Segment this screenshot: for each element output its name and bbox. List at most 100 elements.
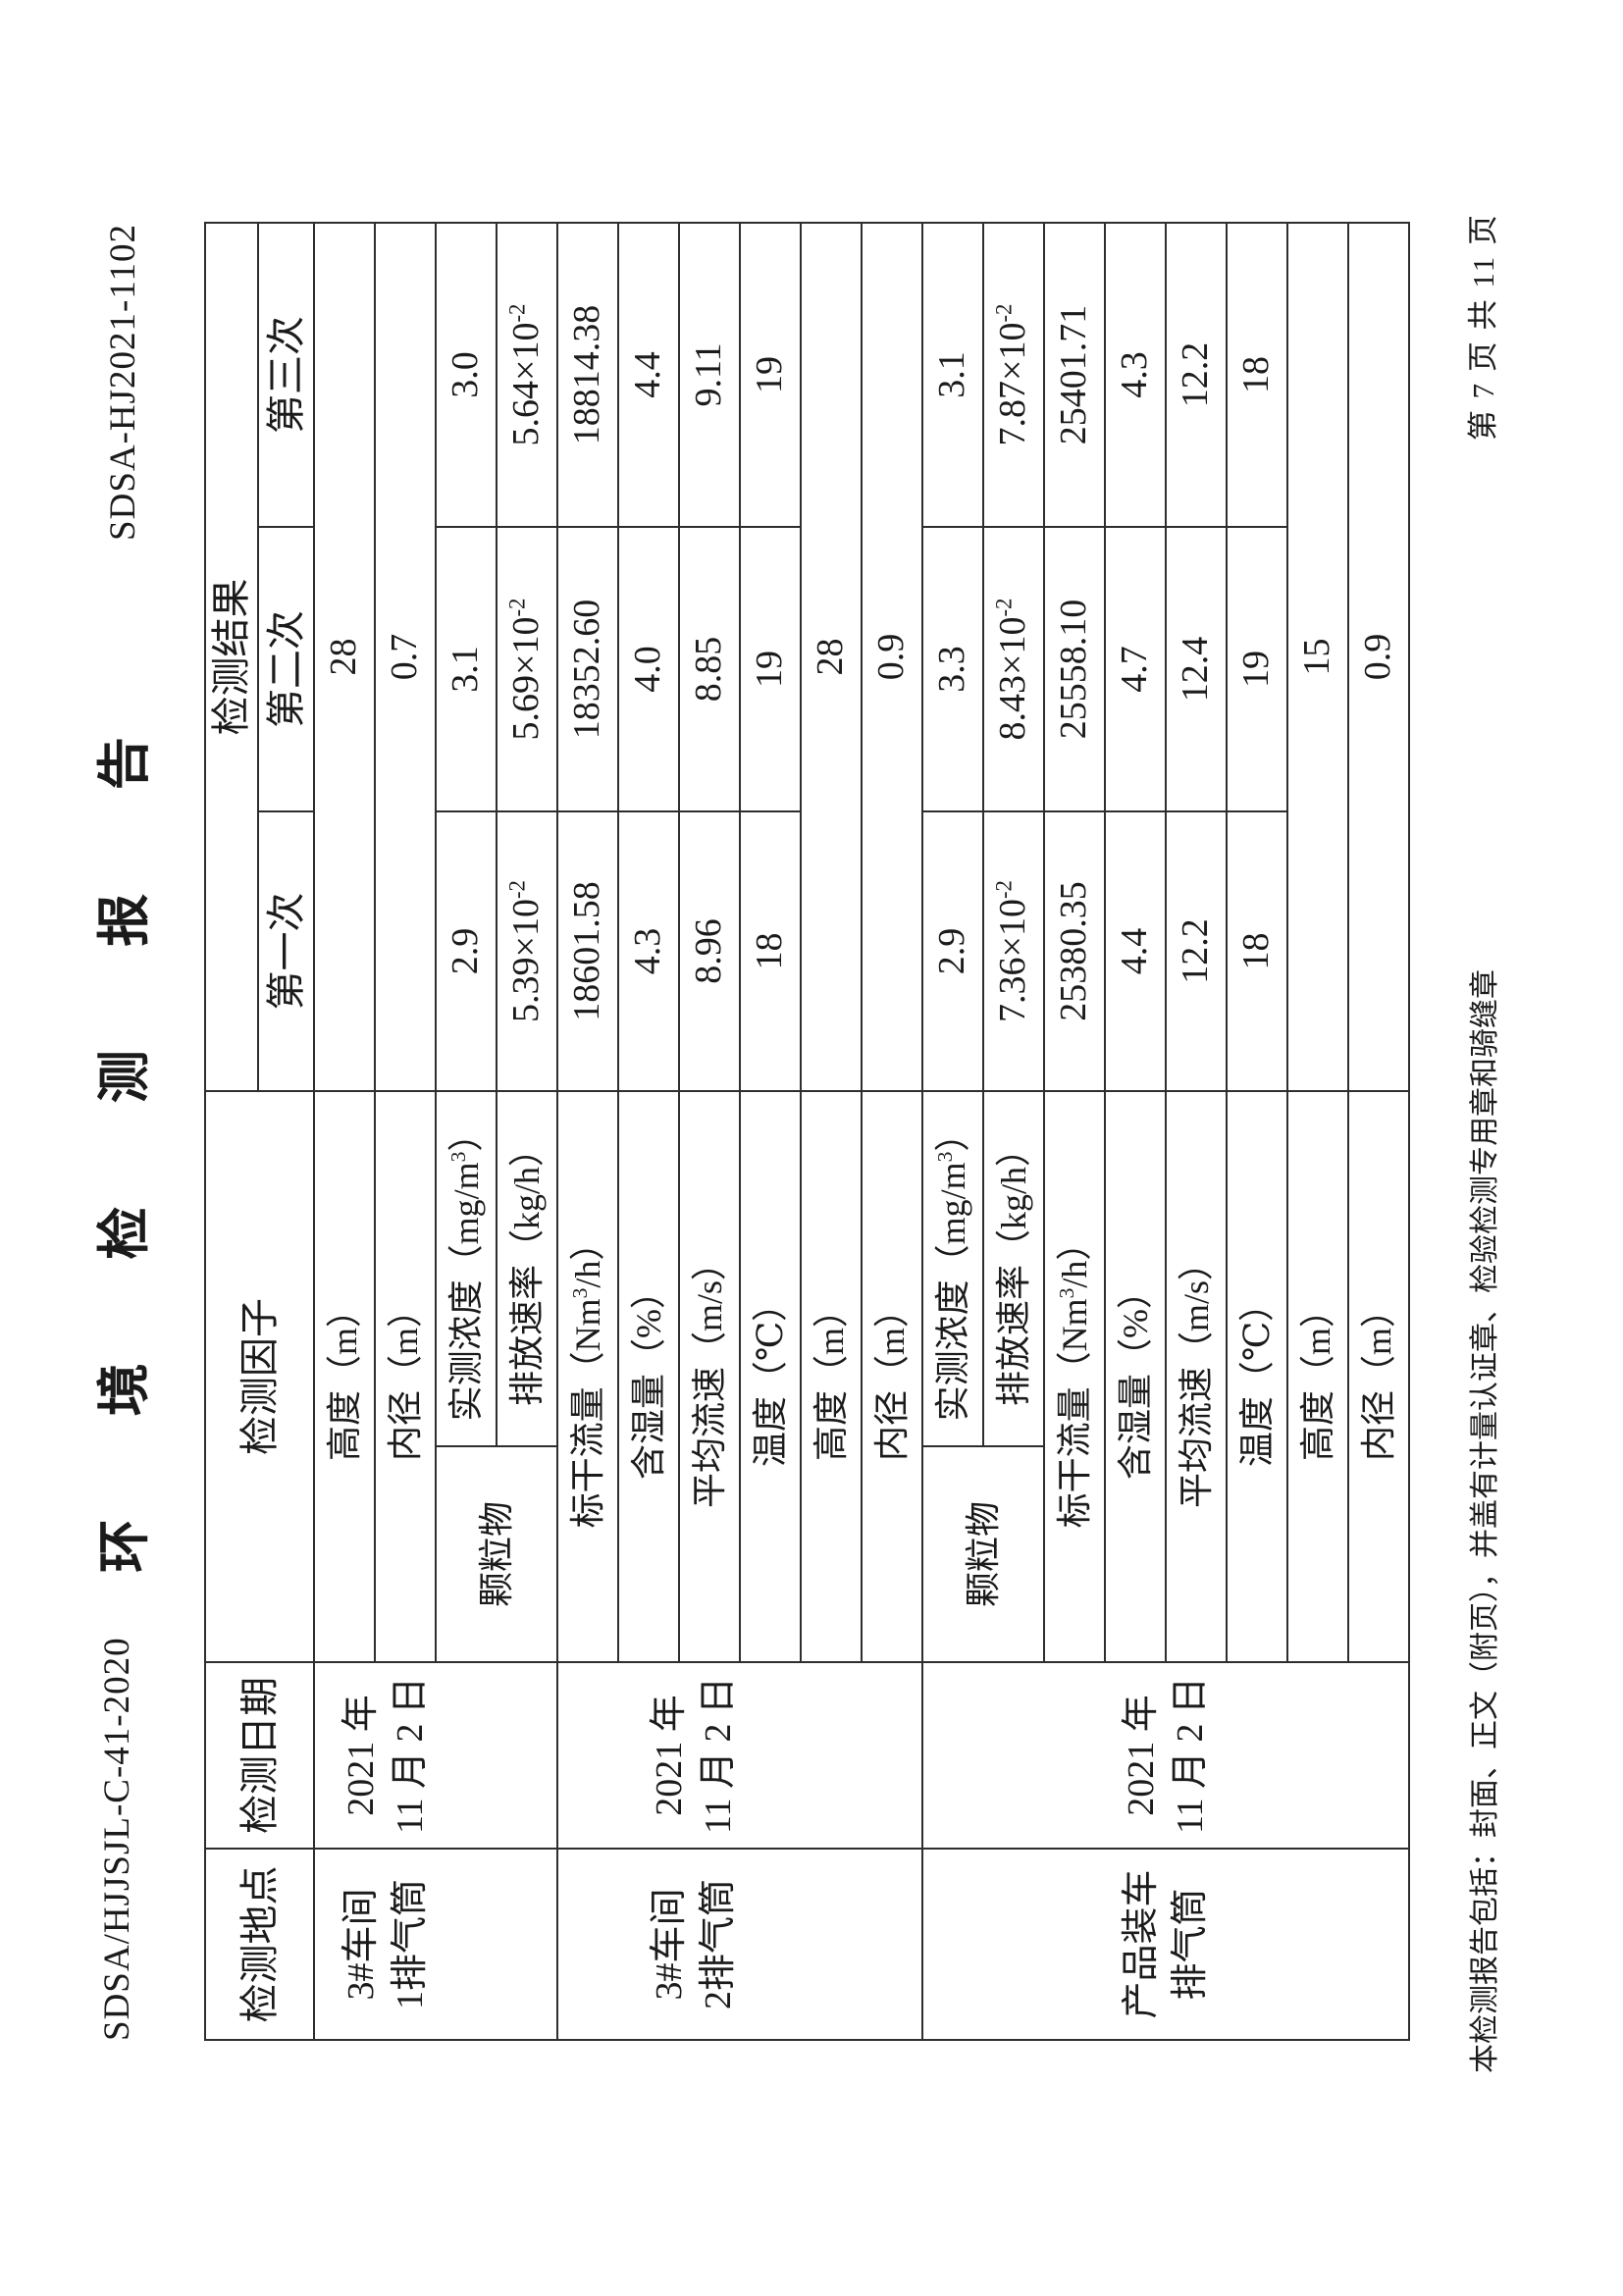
merged-value-cell: 0.9: [862, 223, 922, 1091]
superscript: -2: [991, 880, 1017, 900]
header-run-1: 第一次: [258, 811, 314, 1091]
value-cell-run2: 12.4: [1166, 527, 1227, 811]
date-cell-line: 2021 年: [649, 1695, 690, 1816]
date-cell-line: 2021 年: [1120, 1695, 1162, 1816]
factor-label-cell: 含湿量（%）: [618, 1091, 679, 1662]
table-row: 3#车间 2排气筒 2021 年 11 月 2 日标干流量（Nm3/h） 18601.5…: [557, 223, 922, 2040]
value-cell-run1: 18: [740, 811, 801, 1091]
header-run-2: 第二次: [258, 527, 314, 811]
table-row: 检测地点 检测日期 检测因子 检测结果: [205, 223, 314, 2040]
value-cell-run1: 2.9: [436, 811, 497, 1091]
page-number: 第 7 页 共 11 页: [1466, 213, 1500, 442]
merged-value-cell: 0.9: [1348, 223, 1409, 1091]
superscript: 3: [445, 1151, 470, 1163]
factor-label-cell: 标干流量（Nm3/h）: [1044, 1091, 1105, 1662]
superscript: -2: [504, 303, 530, 323]
form-code: SDSA/HJJSJL-C-41-2020: [97, 1637, 137, 2041]
value-cell-run3: 3.1: [922, 223, 983, 527]
location-cell-line: 2排气筒: [698, 1879, 740, 2010]
table-row: 3#车间 1排气筒 2021 年 11 月 2 日高度（m） 28: [314, 223, 557, 2040]
superscript: 3: [1054, 1287, 1078, 1299]
value-cell-run2: 3.3: [922, 527, 983, 811]
date-cell-line: 11 月 2 日: [698, 1676, 740, 1835]
value-cell-run3: 7.87×10-2: [983, 223, 1044, 527]
factor-label-cell: 实测浓度（mg/m3）: [436, 1091, 497, 1446]
value-cell-run3: 5.64×10-2: [497, 223, 557, 527]
value-cell-run2: 5.69×10-2: [497, 527, 557, 811]
header-location: 检测地点: [205, 1849, 314, 2040]
factor-label-cell: 内径（m）: [862, 1091, 922, 1662]
particulate-cell: 颗粒物: [436, 1446, 557, 1662]
location-cell: 产品装车 排气筒: [922, 1849, 1409, 2040]
factor-label-cell: 实测浓度（mg/m3）: [922, 1091, 983, 1446]
value-cell-run1: 2.9: [922, 811, 983, 1091]
factor-label-cell: 平均流速（m/s）: [1166, 1091, 1227, 1662]
date-cell: 2021 年 11 月 2 日: [314, 1662, 557, 1849]
factor-label-cell: 内径（m）: [375, 1091, 436, 1662]
header-run-3: 第三次: [258, 223, 314, 527]
merged-value-cell: 28: [314, 223, 375, 1091]
merged-value-cell: 28: [801, 223, 862, 1091]
particulate-cell: 颗粒物: [922, 1446, 1044, 1662]
value-cell-run1: 12.2: [1166, 811, 1227, 1091]
record-code: SDSA-HJ2021-1102: [103, 224, 143, 541]
value-cell-run2: 4.7: [1105, 527, 1166, 811]
value-cell-run1: 4.4: [1105, 811, 1166, 1091]
date-cell-line: 11 月 2 日: [390, 1676, 432, 1835]
factor-label-cell: 高度（m）: [314, 1091, 375, 1662]
value-cell-run2: 3.1: [436, 527, 497, 811]
value-cell-run1: 5.39×10-2: [497, 811, 557, 1091]
location-cell-line: 产品装车: [1120, 1869, 1162, 2019]
header-date: 检测日期: [205, 1662, 314, 1849]
factor-label-cell: 平均流速（m/s）: [679, 1091, 740, 1662]
merged-value-cell: 15: [1287, 223, 1348, 1091]
location-cell: 3#车间 1排气筒: [314, 1849, 557, 2040]
value-cell-run2: 4.0: [618, 527, 679, 811]
factor-label-cell: 高度（m）: [1287, 1091, 1348, 1662]
value-cell-run3: 9.11: [679, 223, 740, 527]
table-row: 产品装车 排气筒 2021 年 11 月 2 日颗粒物 实测浓度（mg/m3） 2.9 3.…: [922, 223, 1409, 2040]
value-cell-run1: 7.36×10-2: [983, 811, 1044, 1091]
page-title: 环 境 检 测 报 告: [95, 692, 154, 1573]
date-cell: 2021 年 11 月 2 日: [922, 1662, 1409, 1849]
merged-value-cell: 0.7: [375, 223, 436, 1091]
value-cell-run3: 18814.38: [557, 223, 618, 527]
date-cell-line: 11 月 2 日: [1170, 1676, 1211, 1835]
factor-label-cell: 温度（℃）: [740, 1091, 801, 1662]
value-cell-run2: 18352.60: [557, 527, 618, 811]
factor-label-cell: 内径（m）: [1348, 1091, 1409, 1662]
superscript: 3: [567, 1287, 592, 1299]
value-cell-run3: 18: [1227, 223, 1287, 527]
location-cell: 3#车间 2排气筒: [557, 1849, 922, 2040]
header-factor: 检测因子: [205, 1091, 314, 1662]
value-cell-run2: 8.85: [679, 527, 740, 811]
superscript: -2: [504, 598, 530, 617]
superscript: -2: [991, 303, 1017, 323]
location-cell-line: 3#车间: [340, 1888, 382, 2001]
factor-label-cell: 高度（m）: [801, 1091, 862, 1662]
footer-note: 本检测报告包括：封面、正文（附页），并盖有计量认证章、检验检测专用章和骑缝章: [1469, 969, 1501, 2073]
value-cell-run3: 25401.71: [1044, 223, 1105, 527]
date-cell-line: 2021 年: [340, 1695, 382, 1816]
value-cell-run2: 8.43×10-2: [983, 527, 1044, 811]
value-cell-run2: 25558.10: [1044, 527, 1105, 811]
value-cell-run2: 19: [1227, 527, 1287, 811]
superscript: 3: [932, 1151, 957, 1163]
superscript: -2: [504, 880, 530, 900]
value-cell-run3: 4.3: [1105, 223, 1166, 527]
value-cell-run2: 19: [740, 527, 801, 811]
value-cell-run3: 4.4: [618, 223, 679, 527]
factor-label-cell: 排放速率（kg/h）: [497, 1091, 557, 1446]
factor-label-cell: 温度（℃）: [1227, 1091, 1287, 1662]
value-cell-run3: 12.2: [1166, 223, 1227, 527]
value-cell-run3: 19: [740, 223, 801, 527]
factor-label-cell: 排放速率（kg/h）: [983, 1091, 1044, 1446]
factor-label-cell: 标干流量（Nm3/h）: [557, 1091, 618, 1662]
value-cell-run1: 4.3: [618, 811, 679, 1091]
location-cell-line: 排气筒: [1170, 1888, 1211, 2001]
value-cell-run1: 25380.35: [1044, 811, 1105, 1091]
header-result: 检测结果: [205, 223, 258, 1091]
